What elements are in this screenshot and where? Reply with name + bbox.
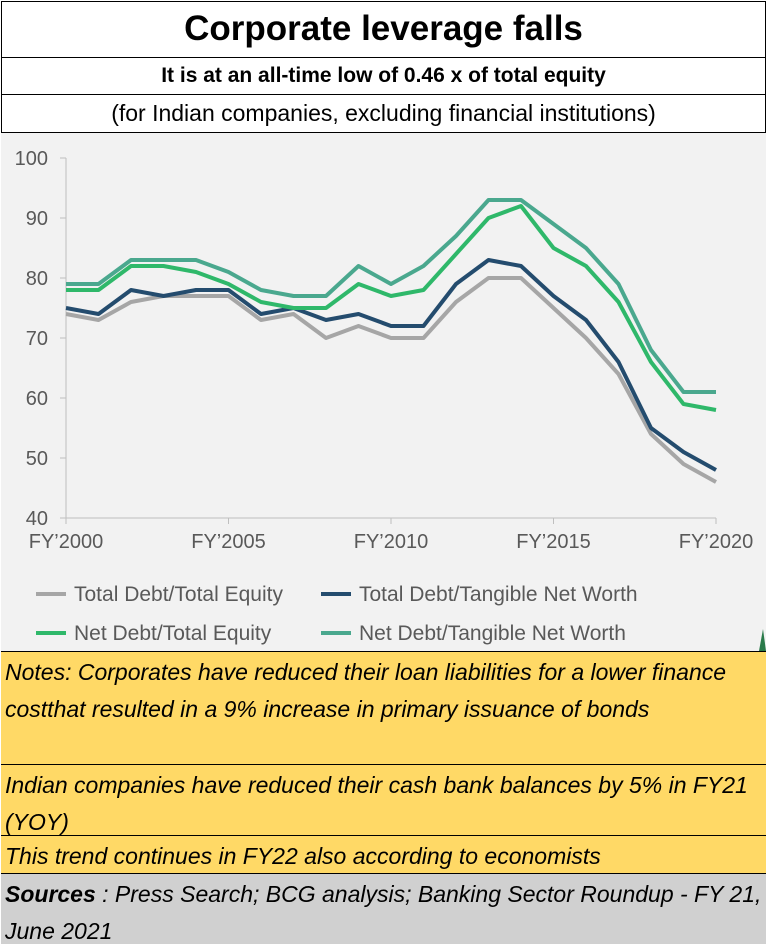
legend-label: Total Debt/Total Equity — [74, 583, 283, 606]
chart-legend: Total Debt/Total Equity Total Debt/Tangib… — [36, 583, 638, 645]
series-line-net-debt-tangible-net-worth — [66, 198, 716, 394]
note-1: Notes: Corporates have reduced their loa… — [1, 651, 766, 764]
y-tick-label: 70 — [26, 328, 48, 350]
y-tick-label: 40 — [26, 508, 48, 530]
legend-label: Total Debt/Tangible Net Worth — [359, 583, 638, 606]
x-tick-label: FY’2010 — [354, 531, 429, 553]
y-tick-label: 90 — [26, 208, 48, 230]
chart-panel: 100 90 80 70 60 50 40 FY’2000 FY’2005 FY’2010 FY’2… — [1, 133, 766, 651]
x-tick-label: FY’2005 — [191, 531, 266, 553]
note-3: This trend continues in FY22 also accord… — [1, 835, 766, 873]
chart-series — [65, 198, 717, 484]
x-tick-label: FY’2020 — [679, 531, 754, 553]
x-tick-label: FY’2000 — [29, 531, 104, 553]
legend-label: Net Debt/Total Equity — [74, 622, 272, 645]
page-subtitle: It is at an all-time low of 0.46 x of to… — [1, 58, 766, 95]
y-tick-label: 50 — [26, 448, 48, 470]
corner-mark — [759, 629, 766, 651]
sources-text: : Press Search; BCG analysis; Banking Se… — [5, 881, 762, 944]
x-tick-label: FY’2015 — [516, 531, 591, 553]
y-tick-label: 100 — [15, 148, 48, 170]
y-tick-label: 60 — [26, 388, 48, 410]
sources-label: Sources — [5, 881, 96, 907]
series-line-total-debt-total-equity — [65, 276, 717, 484]
y-tick-label: 80 — [26, 268, 48, 290]
page-caption: (for Indian companies, excluding financi… — [1, 95, 766, 133]
note-2: Indian companies have reduced their cash… — [1, 764, 766, 835]
series-line-total-debt-tangible-net-worth — [65, 258, 717, 472]
legend-label: Net Debt/Tangible Net Worth — [359, 622, 626, 645]
series-line-net-debt-total-equity — [66, 204, 717, 412]
sources-box: Sources : Press Search; BCG analysis; Ba… — [1, 873, 766, 944]
page-title: Corporate leverage falls — [1, 1, 766, 58]
